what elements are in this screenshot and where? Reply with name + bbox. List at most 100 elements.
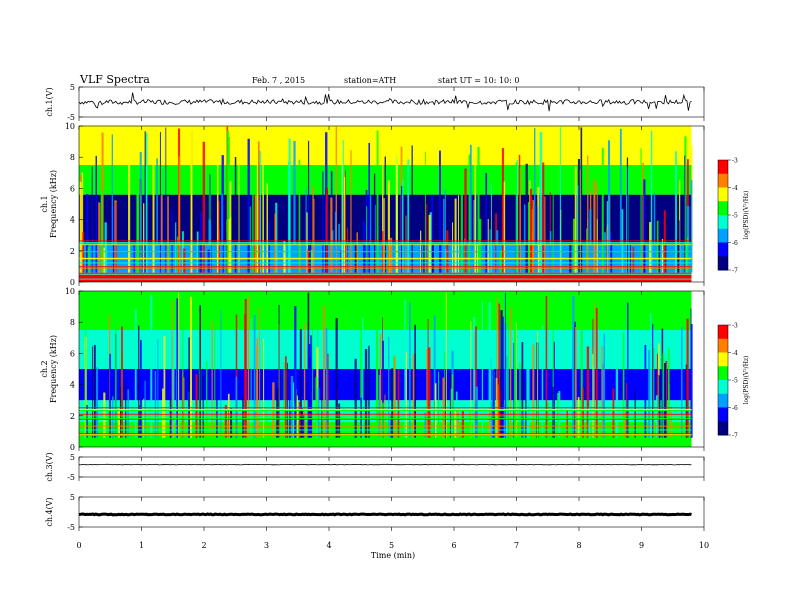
- colorbar-cell: [718, 179, 728, 183]
- ch1-spectrogram-burst: [658, 238, 660, 273]
- ch1-spectrogram-burst: [684, 136, 687, 273]
- ch1-spectrogram-tone: [79, 243, 692, 245]
- ch2-spectrogram-burst: [595, 307, 598, 438]
- colorbar-cell: [718, 195, 728, 199]
- ch2-spectrogram-burst: [444, 369, 447, 438]
- colorbar-cell: [718, 415, 728, 419]
- ch2-spectrogram-tone: [79, 434, 692, 436]
- ch2-spectrogram-burst: [118, 408, 121, 438]
- ch1-spectrogram-burst: [499, 250, 502, 273]
- ch2-spectrogram-burst: [86, 405, 88, 438]
- ch2-spectrogram-burst: [414, 324, 416, 438]
- ch1-spectrogram-burst: [175, 222, 177, 273]
- x-tick-label: 1: [139, 541, 144, 550]
- ch1-spectrogram-burst: [259, 150, 261, 273]
- ch2-spectrogram-burst: [577, 397, 580, 438]
- ch2-spectrogram-burst: [354, 358, 357, 438]
- ch2-spectrogram-burst: [498, 303, 501, 438]
- ch2-spectrogram-burst: [382, 340, 384, 438]
- ch1-spectrogram-burst: [144, 131, 146, 273]
- colorbar-cell: [718, 429, 728, 433]
- ch2-spectrogram-burst: [566, 409, 568, 438]
- ch1-spectrogram-burst: [102, 247, 106, 273]
- ch1-spectrogram-burst: [228, 137, 230, 273]
- ch1-spectrogram-burst: [86, 194, 89, 273]
- ch1-spectrogram-burst: [596, 219, 598, 273]
- ch2-spectrogram-burst: [107, 409, 110, 438]
- ch1-spectrogram-burst: [684, 155, 686, 273]
- ch1-waveform-frame: [78, 86, 705, 118]
- ch1-spectrogram-burst: [474, 135, 477, 273]
- x-tick-label: 2: [201, 541, 206, 550]
- ch2-spectrogram-burst: [140, 339, 142, 438]
- ch1-spectrogram-burst: [341, 142, 343, 273]
- ch1-spectrogram-burst: [298, 159, 301, 273]
- y-tick-label: 4: [70, 216, 75, 225]
- ch2-spectrogram-burst: [360, 327, 362, 438]
- ch2-spectrogram-burst: [649, 313, 652, 438]
- ch2-spectrogram-burst: [445, 292, 447, 438]
- ch2-spectrogram-burst: [259, 306, 261, 438]
- ch1-spectrogram-burst: [256, 162, 259, 273]
- ch2-spectrogram-burst: [651, 334, 652, 438]
- colorbar-cell: [718, 426, 728, 430]
- ch1-spectrogram-burst: [338, 223, 340, 273]
- ch1-spectrogram-burst: [690, 179, 693, 273]
- ch1-spectrogram-burst: [345, 170, 346, 273]
- ch2-spectrogram-burst: [362, 317, 364, 438]
- ch2-spectrogram-burst: [134, 309, 137, 438]
- ch1-spectrogram-burst: [262, 150, 264, 273]
- ch2-spectrogram-burst: [220, 309, 222, 438]
- colorbar-cell: [718, 336, 728, 340]
- ch2-spectrogram-burst: [652, 323, 654, 438]
- ch2-spectrogram-burst: [506, 329, 508, 438]
- ch2-spectrogram-tone: [79, 413, 692, 415]
- ch2-spectrogram-ylabel: Frequency (kHz): [49, 335, 58, 403]
- ch2-spectrogram-burst: [317, 387, 320, 438]
- ch2-spectrogram-burst: [627, 302, 629, 438]
- ch2-spectrogram-burst: [216, 385, 218, 438]
- ch1-spectrogram-burst: [344, 176, 346, 273]
- ch1-spectrogram-burst: [363, 221, 366, 273]
- ch2-spectrogram-burst: [582, 387, 584, 438]
- ch1-spectrogram-burst: [537, 206, 539, 273]
- ch2-spectrogram-burst: [323, 305, 326, 438]
- ch2-spectrogram-burst: [496, 297, 498, 438]
- ch2-spectrogram-burst: [290, 375, 294, 438]
- ch2-spectrogram-burst: [85, 298, 87, 438]
- colorbar-cell: [718, 253, 728, 257]
- ch2-spectrogram-burst: [507, 292, 509, 438]
- ch1-spectrogram-burst: [516, 159, 519, 273]
- y-tick-label: -5: [67, 473, 75, 482]
- ch1-spectrogram-burst: [650, 130, 653, 273]
- ch2-spectrogram-burst: [188, 337, 190, 438]
- y-tick-label: 5: [70, 493, 75, 502]
- ch2-spectrogram-burst: [119, 387, 122, 438]
- ch2-spectrogram-burst: [284, 356, 287, 438]
- ch1-spectrogram-burst: [112, 206, 115, 273]
- ch2-spectrogram-burst: [109, 353, 111, 438]
- ch2-spectrogram-burst: [235, 314, 238, 438]
- ch1-spectrogram-burst: [335, 126, 338, 273]
- ch1-spectrogram-burst: [354, 198, 357, 273]
- ch1-spectrogram-burst: [542, 162, 545, 273]
- colorbar-tick-label: -5: [732, 213, 738, 220]
- ch1-spectrogram-burst: [266, 183, 269, 273]
- colorbar-cell: [718, 385, 728, 389]
- ch2-spectrogram-burst: [364, 349, 368, 438]
- x-tick-label: 6: [451, 541, 456, 550]
- ch1-spectrogram-burst: [606, 201, 609, 273]
- ch1-spectrogram-burst: [145, 132, 148, 273]
- ch1-spectrogram-burst: [139, 152, 142, 273]
- ch2-spectrogram-burst: [527, 361, 530, 438]
- ch2-spectrogram-burst: [286, 362, 288, 438]
- ch2-spectrogram-burst: [176, 298, 179, 438]
- ch1-spectrogram-burst: [226, 130, 229, 273]
- ch1-spectrogram-burst: [98, 202, 101, 273]
- ch2-spectrogram-burst: [163, 335, 166, 438]
- ch2-spectrogram-burst: [171, 299, 173, 438]
- colorbar-cell: [718, 347, 728, 351]
- ch2-spectrogram-burst: [664, 363, 666, 438]
- ch1-spectrogram-burst: [519, 167, 521, 273]
- ch2-spectrogram-burst: [449, 371, 452, 438]
